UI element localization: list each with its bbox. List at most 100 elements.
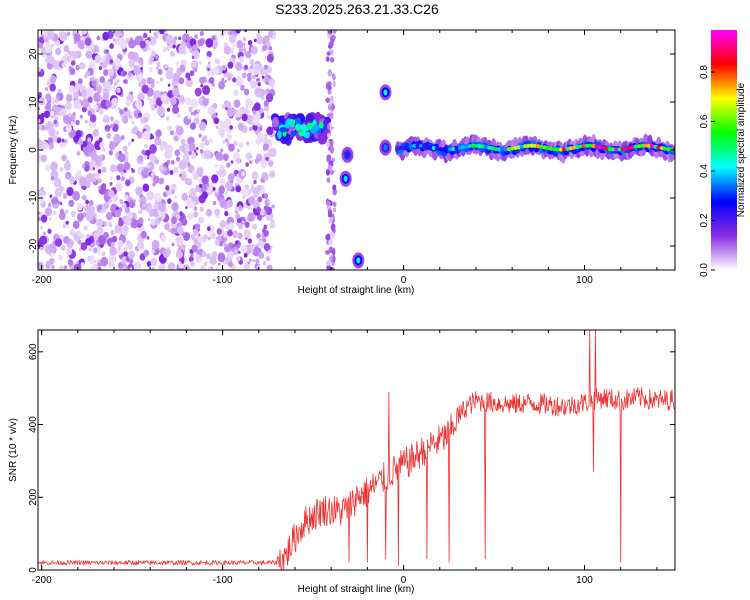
noise-blob [40,154,47,163]
colorbar: 0.0 0.2 0.4 0.6 0.8 Normalized spectral ampl… [699,30,747,277]
noise-blob [119,108,124,115]
noise-blob [122,145,128,152]
noise-blob [249,58,255,66]
noise-blob [227,173,235,182]
noise-blob [84,73,88,79]
noise-blob [165,144,173,154]
noise-blob [137,217,144,225]
column-blob [325,169,331,176]
carrier-core [610,147,616,152]
column-blob [326,154,332,162]
noise-blob [189,70,195,77]
noise-blob [38,261,44,270]
noise-blob [246,114,254,125]
noise-blob [176,113,181,118]
noise-blob [268,160,274,167]
noise-blob [125,99,132,107]
noise-blob [235,185,242,193]
noise-blob [117,106,121,111]
noise-blob [137,209,142,214]
noise-blob [171,202,179,212]
noise-blob [245,152,252,160]
noise-blob [45,93,52,102]
noise-blob [63,161,72,171]
colorbar-tick-label: 0.0 [699,263,710,277]
noise-blob [220,132,225,138]
noise-blob [138,199,142,203]
noise-blob [218,241,223,247]
noise-blob [141,84,149,94]
noise-blob [142,130,151,141]
noise-blob [253,102,261,111]
noise-blob [112,123,119,132]
noise-blob [241,220,245,224]
noise-blob [264,64,269,70]
noise-blob [175,249,183,259]
noise-blob [193,206,198,211]
onset-core [295,123,301,132]
noise-blob [233,231,240,239]
noise-blob [189,188,197,198]
noise-blob [79,114,83,119]
carrier-core [562,147,567,152]
noise-blob [174,195,177,200]
noise-blob [207,67,210,71]
noise-blob [227,218,231,223]
noise-blob [100,256,109,267]
noise-blob [43,231,46,236]
noise-blob [40,186,45,192]
noise-blob [68,85,76,94]
noise-blob [185,198,194,209]
noise-blob [217,252,226,263]
carrier-core [643,143,648,148]
noise-blob [73,263,82,270]
noise-blob [65,247,73,256]
noise-blob [138,81,143,87]
noise-blob [202,105,206,109]
noise-blob [103,80,111,91]
noise-blob [253,69,259,76]
noise-blob [117,240,124,248]
noise-blob [158,165,164,172]
noise-blob [252,116,260,126]
carrier-core [418,143,424,148]
blob-core [343,175,348,182]
noise-blob [221,104,226,109]
noise-blob [116,248,123,256]
noise-blob [172,211,176,215]
noise-blob [263,243,271,252]
noise-blob [179,64,186,73]
noise-blob [266,53,274,63]
noise-blob [97,178,102,184]
noise-blob [70,121,74,125]
column-blob [325,234,331,241]
noise-blob [188,150,193,156]
noise-blob [57,88,62,94]
noise-blob [94,140,102,151]
onset-core [313,123,320,132]
noise-blob [178,160,187,170]
noise-blob [137,132,143,139]
noise-blob [225,181,233,191]
carrier-core [565,146,570,151]
noise-blob [256,233,261,239]
noise-blob [77,138,84,146]
noise-blob [133,199,136,203]
noise-blob [154,159,160,165]
noise-blob [181,218,188,226]
noise-blob [207,61,211,65]
noise-blob [62,114,71,124]
noise-blob [131,138,135,143]
noise-blob [85,237,92,246]
noise-blob [98,108,104,115]
noise-blob [172,105,180,114]
noise-blob [52,210,57,216]
noise-blob [215,58,221,65]
noise-blob [233,89,239,97]
noise-blob [82,194,87,201]
noise-blob [250,45,258,55]
noise-blob [236,40,244,49]
noise-blob [72,190,81,201]
noise-blob [124,107,128,112]
noise-blob [194,34,198,39]
